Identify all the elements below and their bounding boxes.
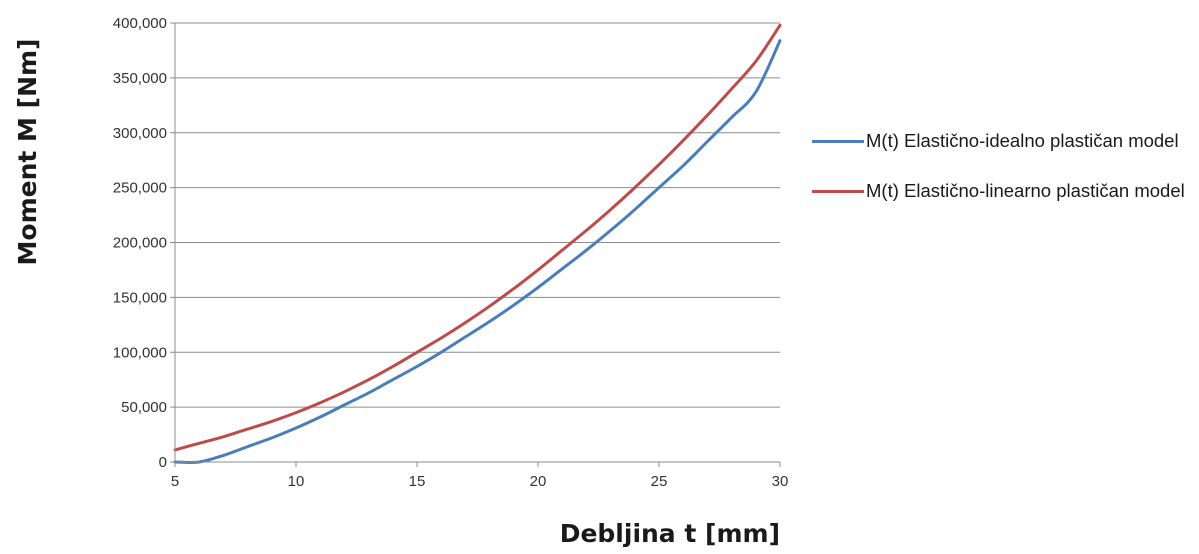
y-tick-label: 0 bbox=[159, 454, 167, 471]
legend-swatch-series-2 bbox=[812, 190, 864, 193]
y-tick-label: 150,000 bbox=[113, 289, 167, 306]
y-tick-label: 100,000 bbox=[113, 344, 167, 361]
y-tick-label: 250,000 bbox=[113, 180, 167, 197]
x-tick-label: 20 bbox=[530, 473, 547, 490]
x-tick-label: 25 bbox=[651, 473, 668, 490]
y-tick-label: 50,000 bbox=[121, 399, 167, 416]
legend-item: M(t) Elastično-linearno plastičan model bbox=[812, 178, 1192, 204]
axes bbox=[170, 22, 781, 467]
x-axis-title: Debljina t [mm] bbox=[560, 519, 780, 548]
grid-lines bbox=[175, 22, 780, 408]
tick-labels: 0 50,000 100,000 150,000 200,000 250,000 300,0… bbox=[113, 15, 789, 490]
x-tick-label: 10 bbox=[288, 473, 305, 490]
legend-swatch-series-1 bbox=[812, 140, 864, 143]
legend-item: M(t) Elastično-idealno plastičan model bbox=[812, 128, 1192, 154]
series-line-1 bbox=[173, 39, 782, 464]
y-axis-title: Moment M [Nm] bbox=[13, 39, 42, 266]
x-tick-label: 30 bbox=[772, 473, 789, 490]
y-tick-label: 200,000 bbox=[113, 235, 167, 252]
y-tick-label: 400,000 bbox=[113, 15, 167, 32]
legend: M(t) Elastično-idealno plastičan model M… bbox=[812, 128, 1192, 228]
x-tick-label: 5 bbox=[171, 473, 179, 490]
legend-label-series-1: M(t) Elastično-idealno plastičan model bbox=[866, 130, 1179, 151]
legend-label-series-2: M(t) Elastično-linearno plastičan model bbox=[866, 180, 1185, 201]
x-tick-label: 15 bbox=[409, 473, 426, 490]
series-line-2 bbox=[173, 23, 782, 452]
series-lines bbox=[173, 23, 782, 464]
y-tick-label: 350,000 bbox=[113, 70, 167, 87]
y-tick-label: 300,000 bbox=[113, 125, 167, 142]
